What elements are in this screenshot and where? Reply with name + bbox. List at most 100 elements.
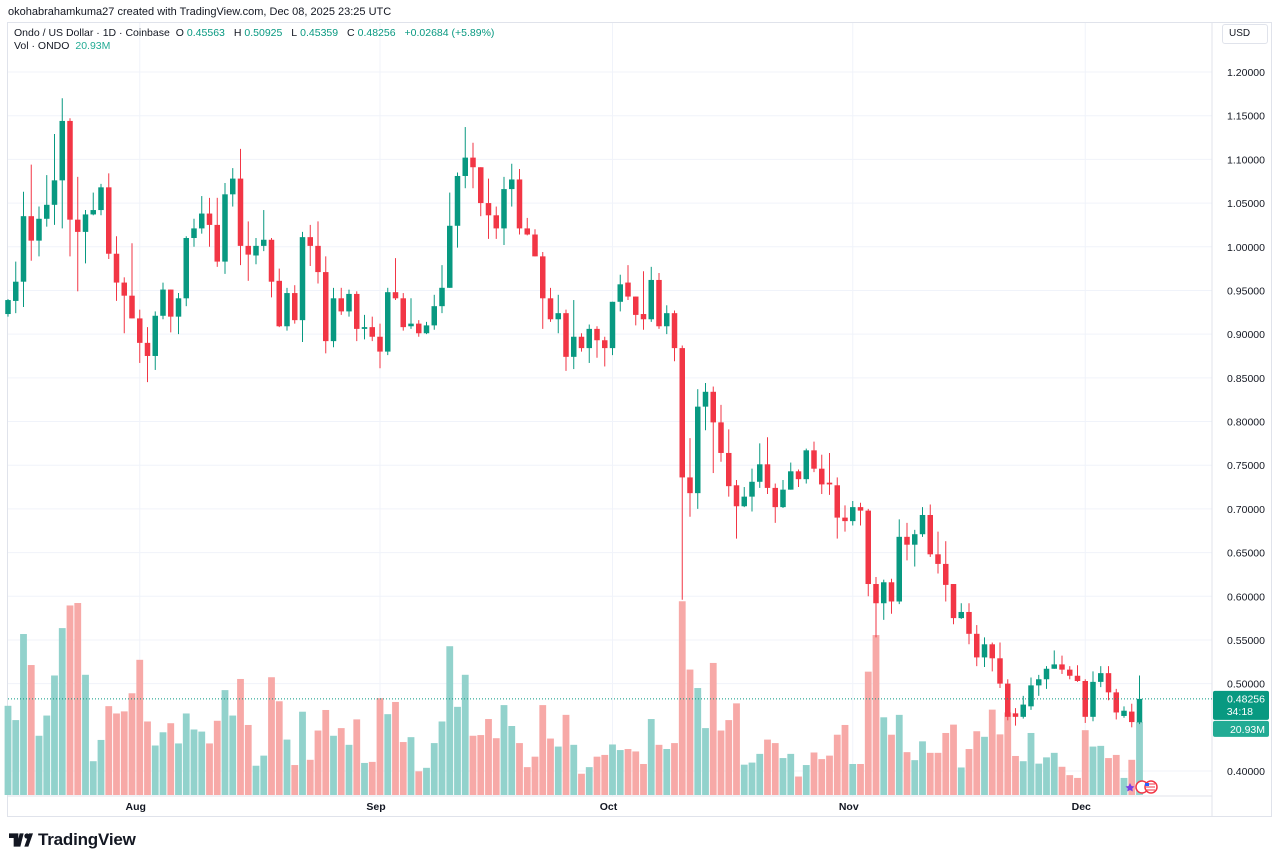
- candle[interactable]: [811, 441, 817, 473]
- candle[interactable]: [997, 642, 1003, 688]
- candle[interactable]: [369, 316, 376, 342]
- candle[interactable]: [1129, 703, 1135, 728]
- candle[interactable]: [299, 231, 306, 342]
- candle[interactable]: [733, 480, 740, 539]
- candle[interactable]: [648, 266, 655, 322]
- candle[interactable]: [222, 182, 228, 274]
- candle[interactable]: [361, 314, 368, 340]
- candle[interactable]: [633, 296, 639, 326]
- candle[interactable]: [5, 299, 11, 317]
- candle[interactable]: [795, 469, 802, 488]
- candle[interactable]: [284, 287, 290, 331]
- candle[interactable]: [788, 462, 794, 490]
- candle[interactable]: [896, 519, 903, 605]
- candle[interactable]: [137, 309, 143, 363]
- candle[interactable]: [780, 480, 786, 509]
- candle[interactable]: [718, 404, 724, 462]
- candle[interactable]: [36, 206, 42, 257]
- candle[interactable]: [478, 167, 484, 217]
- candle[interactable]: [113, 236, 120, 301]
- candle[interactable]: [602, 336, 608, 367]
- candle[interactable]: [354, 291, 360, 342]
- candle[interactable]: [950, 584, 957, 625]
- candle[interactable]: [51, 134, 58, 225]
- candle[interactable]: [989, 642, 996, 672]
- candle[interactable]: [59, 98, 66, 229]
- candle[interactable]: [741, 487, 748, 508]
- candle[interactable]: [44, 175, 50, 227]
- candle[interactable]: [1028, 677, 1034, 710]
- candle[interactable]: [1067, 666, 1073, 680]
- candle[interactable]: [1105, 666, 1112, 701]
- candle[interactable]: [974, 625, 980, 667]
- candle[interactable]: [695, 389, 701, 509]
- candle[interactable]: [191, 218, 197, 247]
- candle[interactable]: [578, 333, 585, 352]
- candle[interactable]: [888, 578, 895, 614]
- candle[interactable]: [175, 293, 182, 335]
- tradingview-logo[interactable]: TradingView: [9, 830, 136, 850]
- candle[interactable]: [1082, 679, 1089, 723]
- candle[interactable]: [981, 637, 988, 668]
- candle[interactable]: [958, 603, 965, 619]
- candle[interactable]: [261, 210, 267, 252]
- candle[interactable]: [346, 289, 352, 317]
- candle[interactable]: [462, 127, 469, 189]
- candle[interactable]: [292, 285, 298, 324]
- candle[interactable]: [850, 501, 856, 526]
- candle[interactable]: [392, 258, 399, 301]
- candle[interactable]: [881, 579, 887, 620]
- candle[interactable]: [509, 163, 515, 207]
- candle[interactable]: [679, 345, 686, 600]
- candle[interactable]: [28, 164, 35, 261]
- candle[interactable]: [772, 483, 779, 523]
- candle[interactable]: [609, 301, 616, 356]
- candle[interactable]: [268, 238, 275, 298]
- candle[interactable]: [726, 429, 732, 497]
- candle[interactable]: [168, 289, 174, 333]
- candle[interactable]: [1012, 708, 1019, 726]
- volume-label[interactable]: Vol · ONDO: [14, 40, 70, 52]
- candle[interactable]: [330, 287, 337, 348]
- candle[interactable]: [826, 452, 833, 495]
- candle[interactable]: [470, 142, 476, 189]
- candle[interactable]: [710, 386, 717, 474]
- candle[interactable]: [144, 327, 151, 383]
- candle[interactable]: [757, 443, 763, 488]
- candle[interactable]: [152, 311, 159, 370]
- candle[interactable]: [183, 236, 190, 307]
- candle[interactable]: [1098, 666, 1104, 688]
- candle[interactable]: [819, 454, 825, 495]
- candle[interactable]: [904, 522, 910, 561]
- candle[interactable]: [857, 502, 864, 526]
- candle[interactable]: [67, 118, 73, 257]
- candle[interactable]: [687, 438, 693, 517]
- candle[interactable]: [966, 603, 972, 645]
- candle[interactable]: [524, 217, 531, 236]
- candle[interactable]: [377, 323, 383, 369]
- candle[interactable]: [493, 206, 500, 239]
- candle[interactable]: [563, 309, 569, 371]
- candle[interactable]: [1113, 688, 1120, 720]
- candle[interactable]: [540, 251, 546, 329]
- symbol-title[interactable]: Ondo / US Dollar · 1D · Coinbase: [14, 27, 170, 39]
- candle[interactable]: [423, 321, 430, 335]
- candle[interactable]: [865, 508, 872, 597]
- candle[interactable]: [943, 541, 949, 602]
- currency-button[interactable]: USD: [1222, 24, 1268, 44]
- candle[interactable]: [927, 504, 934, 557]
- candle[interactable]: [485, 178, 492, 239]
- candle[interactable]: [873, 577, 879, 638]
- candle[interactable]: [571, 300, 577, 370]
- candle[interactable]: [106, 173, 112, 259]
- candle[interactable]: [439, 265, 445, 314]
- candle[interactable]: [912, 529, 918, 567]
- candle[interactable]: [1136, 675, 1143, 725]
- candle[interactable]: [919, 507, 926, 537]
- candle[interactable]: [625, 265, 631, 301]
- candle[interactable]: [206, 197, 213, 247]
- candle[interactable]: [640, 271, 647, 330]
- candle[interactable]: [749, 468, 755, 512]
- candle[interactable]: [323, 256, 329, 354]
